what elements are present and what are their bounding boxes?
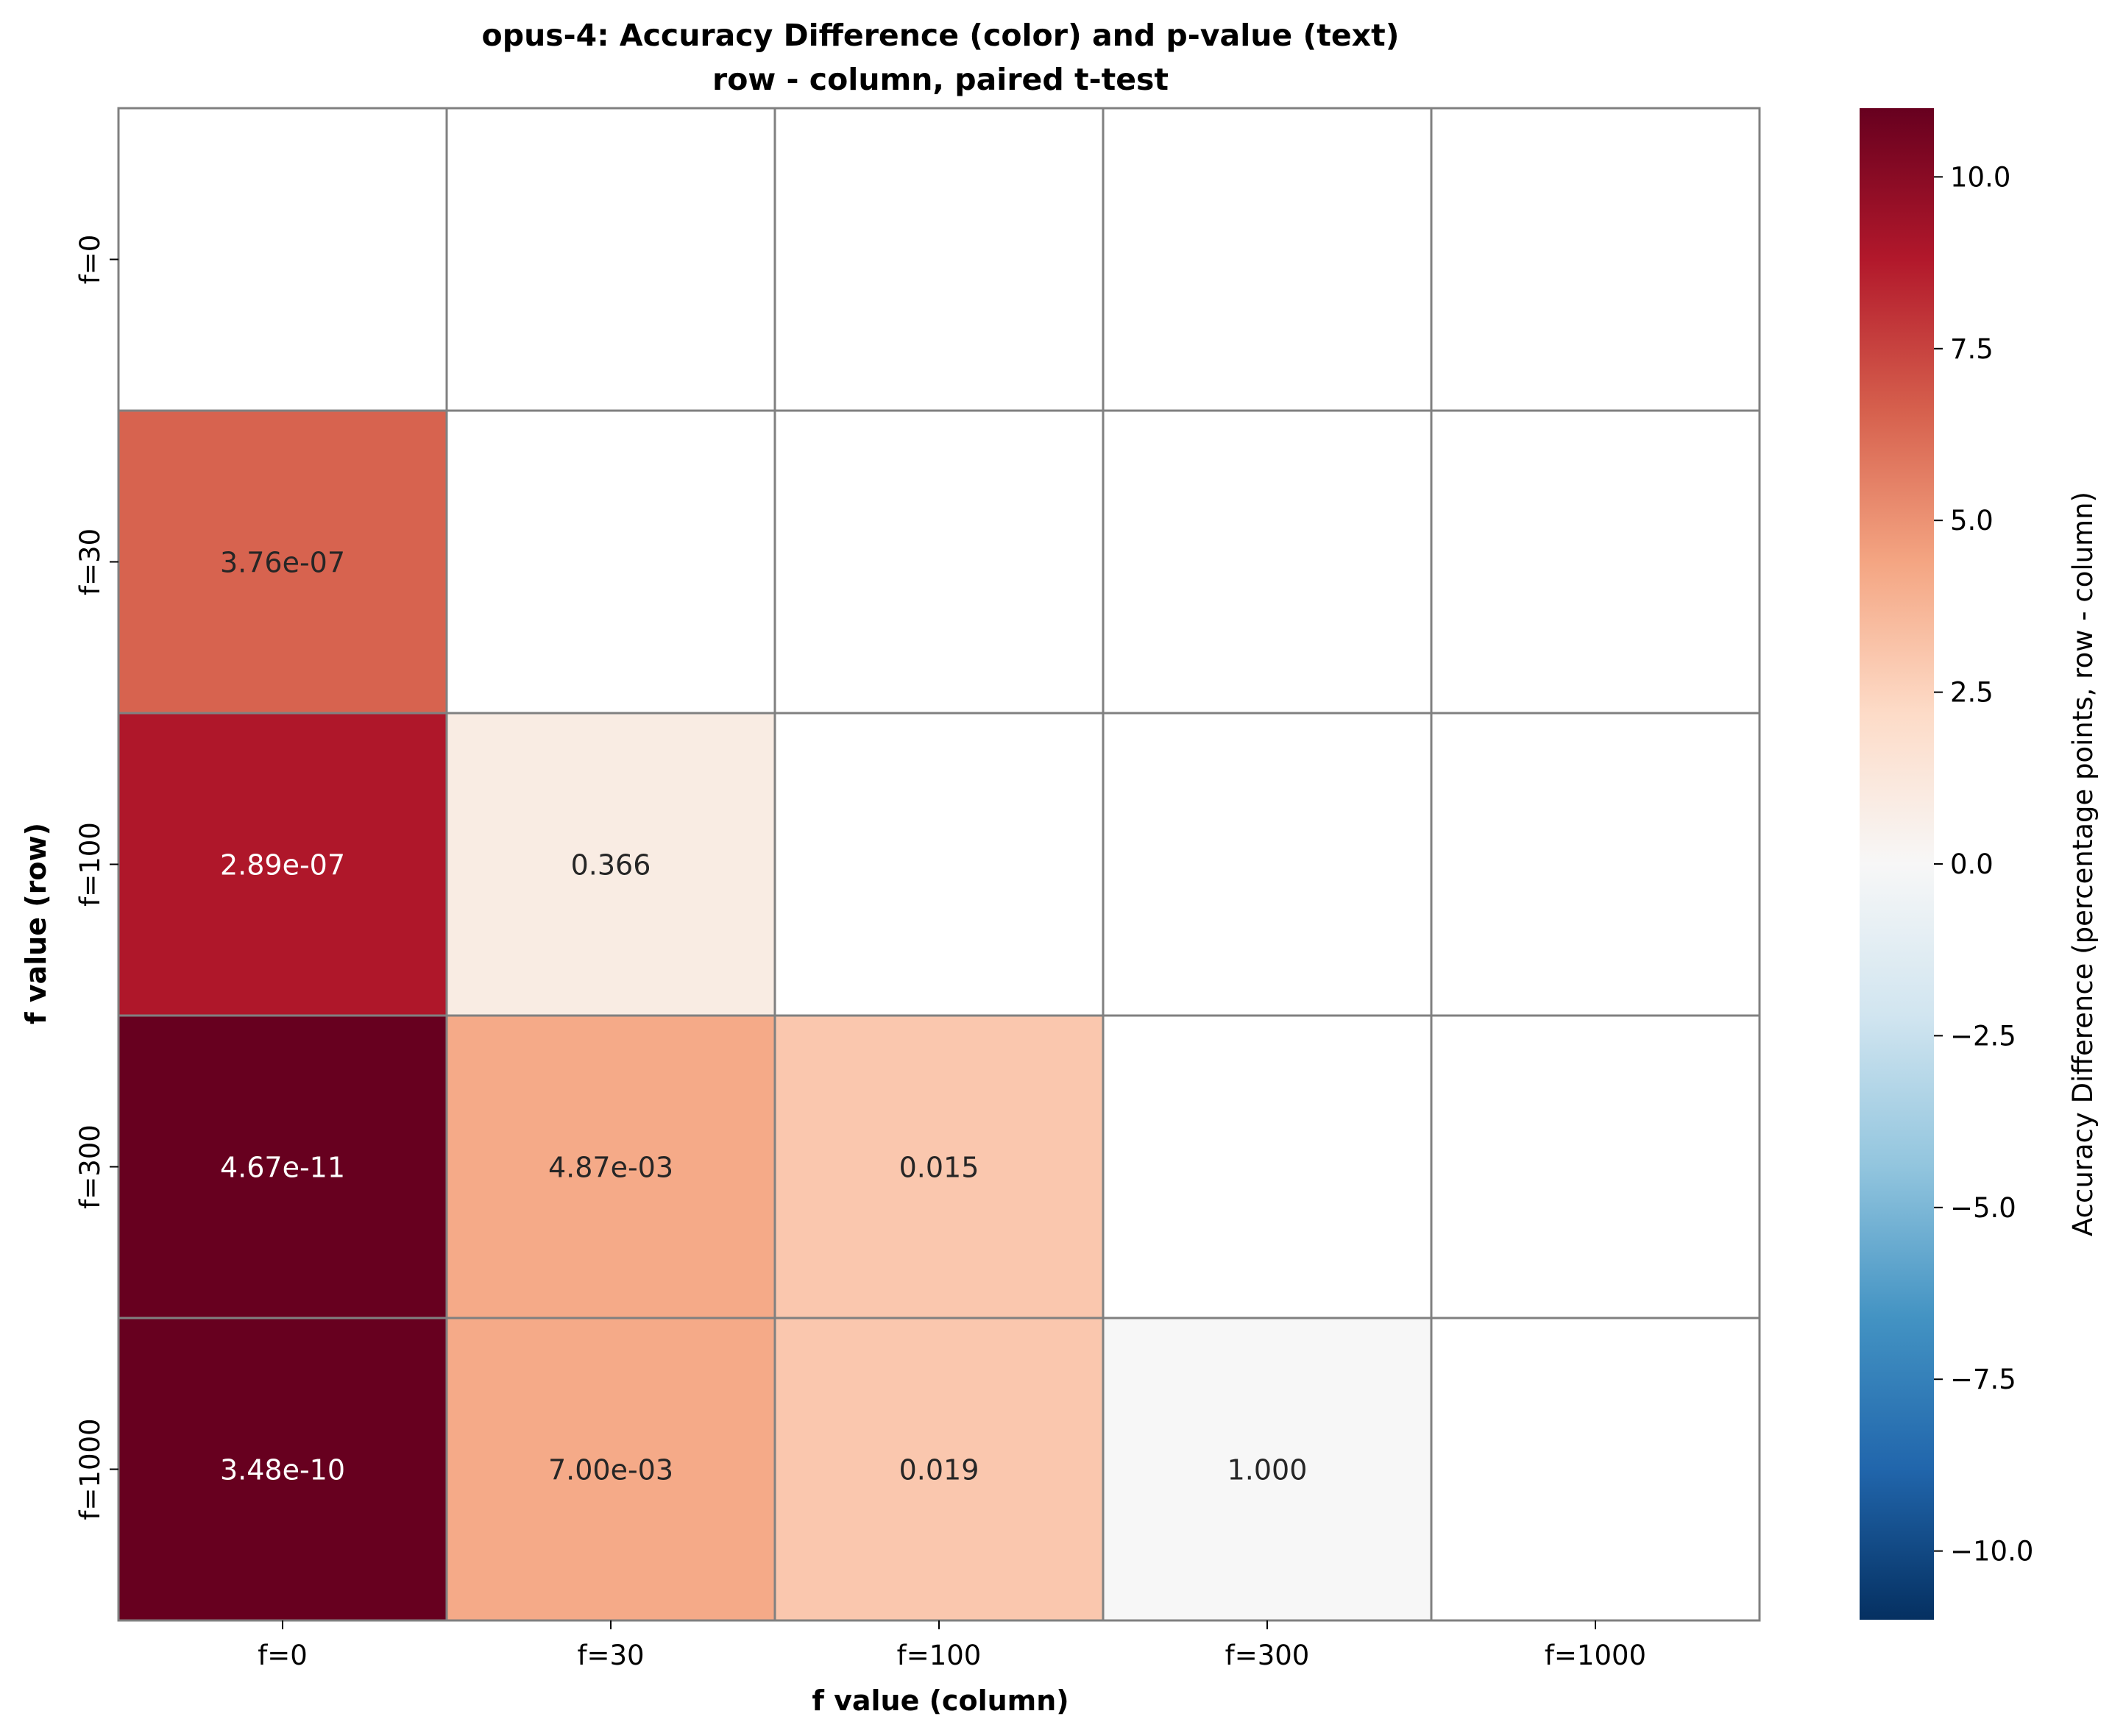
y-tick-label: f=1000 bbox=[74, 1418, 106, 1520]
x-tick-label: f=0 bbox=[258, 1640, 308, 1671]
colorbar-tick-label: −2.5 bbox=[1950, 1020, 2016, 1052]
x-axis-label: f value (column) bbox=[812, 1684, 1069, 1717]
heatmap-cell bbox=[117, 712, 448, 1017]
y-axis-ticks: f=0 f=30 f=100 f=300 f=1000 bbox=[74, 235, 118, 1520]
y-axis-label: f value (row) bbox=[20, 823, 52, 1024]
colorbar-tick-label: −5.0 bbox=[1950, 1192, 2016, 1224]
p-value-label: 1.000 bbox=[1227, 1454, 1308, 1487]
colorbar-label: Accuracy Difference (percentage points, … bbox=[2067, 492, 2099, 1236]
heatmap-cell bbox=[445, 1014, 776, 1319]
heatmap-cell bbox=[773, 712, 1105, 1017]
chart-title-line1: opus-4: Accuracy Difference (color) and … bbox=[482, 18, 1400, 53]
colorbar-tick-label: 10.0 bbox=[1950, 161, 2010, 193]
p-value-label: 7.00e-03 bbox=[548, 1454, 673, 1487]
p-value-label: 3.76e-07 bbox=[220, 547, 345, 579]
heatmap-cell bbox=[117, 1014, 448, 1319]
heatmap-cell bbox=[1102, 107, 1433, 412]
x-tick-label: f=100 bbox=[897, 1640, 982, 1671]
heatmap-cell bbox=[1430, 409, 1761, 715]
heatmap-cell bbox=[445, 1317, 776, 1622]
x-tick-label: f=1000 bbox=[1545, 1640, 1646, 1671]
y-tick-label: f=0 bbox=[74, 235, 106, 285]
y-tick-label: f=300 bbox=[74, 1124, 106, 1209]
heatmap-cell bbox=[1102, 1014, 1433, 1319]
colorbar-tick-label: −10.0 bbox=[1950, 1536, 2033, 1567]
p-value-label: 4.67e-11 bbox=[220, 1152, 345, 1184]
p-value-label: 0.366 bbox=[571, 849, 651, 882]
y-tick-label: f=30 bbox=[74, 528, 106, 595]
colorbar-tick-label: 5.0 bbox=[1950, 505, 1994, 536]
colorbar-tick-label: 7.5 bbox=[1950, 333, 1994, 365]
y-tick-label: f=100 bbox=[74, 822, 106, 907]
heatmap-cell bbox=[1430, 712, 1761, 1017]
colorbar bbox=[1860, 108, 1934, 1620]
heatmap-cell bbox=[445, 107, 776, 412]
p-value-label: 0.019 bbox=[899, 1454, 979, 1487]
heatmap-cell bbox=[1430, 1317, 1761, 1622]
heatmap-cell bbox=[773, 1014, 1105, 1319]
p-value-label: 2.89e-07 bbox=[220, 849, 345, 882]
heatmap-cell bbox=[1102, 712, 1433, 1017]
p-value-label: 3.48e-10 bbox=[220, 1454, 345, 1487]
x-tick-label: f=300 bbox=[1225, 1640, 1310, 1671]
p-value-label: 4.87e-03 bbox=[548, 1152, 673, 1184]
heatmap-cell bbox=[117, 409, 448, 715]
heatmap-cell bbox=[1430, 107, 1761, 412]
p-value-label: 0.015 bbox=[899, 1152, 979, 1184]
heatmap-cell bbox=[1102, 1317, 1433, 1622]
chart-title-line2: row - column, paired t-test bbox=[712, 62, 1169, 97]
colorbar-ticks: 10.0 7.5 5.0 2.5 0.0 −2.5 −5.0 −7.5 −10.0 bbox=[1934, 161, 2033, 1567]
heatmap-cells: 3.76e-07 2.89e-07 0.366 4.67e-11 4.87e-03 0.0… bbox=[117, 107, 1761, 1622]
colorbar-tick-label: −7.5 bbox=[1950, 1364, 2016, 1395]
heatmap-cell bbox=[773, 409, 1105, 715]
colorbar-tick-label: 0.0 bbox=[1950, 848, 1994, 880]
x-tick-label: f=30 bbox=[577, 1640, 644, 1671]
heatmap-cell bbox=[117, 107, 448, 412]
heatmap-cell bbox=[1430, 1014, 1761, 1319]
colorbar-tick-label: 2.5 bbox=[1950, 677, 1994, 709]
heatmap-cell bbox=[1102, 409, 1433, 715]
heatmap-cell bbox=[445, 409, 776, 715]
x-axis-ticks: f=0 f=30 f=100 f=300 f=1000 bbox=[258, 1620, 1646, 1671]
heatmap-cell bbox=[773, 107, 1105, 412]
heatmap-cell bbox=[445, 712, 776, 1017]
